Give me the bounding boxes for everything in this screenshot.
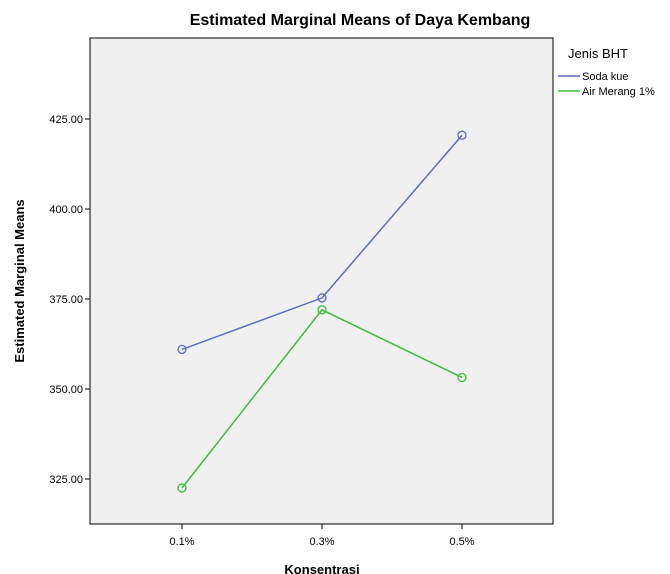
legend-label: Soda kue [582,71,628,83]
data-point [177,483,187,493]
data-point [457,130,467,140]
x-tick-label: 0.5% [449,536,474,548]
legend-title: Jenis BHT [568,46,628,61]
y-tick-label: 350.00 [49,384,83,396]
series-layer [177,130,467,493]
y-tick-label: 400.00 [49,204,83,216]
x-axis: 0.1% 0.3% 0.5% [169,524,475,548]
legend-label: Air Merang 1% [582,86,655,98]
legend: Jenis BHT Soda kue Air Merang 1% [558,46,655,98]
data-point [457,372,467,383]
y-tick-label: 425.00 [49,114,83,126]
x-tick-label: 0.3% [309,536,334,548]
y-tick-label: 325.00 [49,474,83,486]
chart-title: Estimated Marginal Means of Daya Kembang [190,12,531,29]
y-axis-label: Estimated Marginal Means [12,199,27,362]
data-point [317,293,327,303]
series-line-1 [181,134,463,351]
x-tick-label: 0.1% [169,536,194,548]
plot-area [89,37,554,525]
data-point [317,305,327,315]
data-point [177,344,187,355]
y-axis: 325.00 350.00 375.00 400.00 425.00 [49,114,90,486]
series-line-2 [181,308,463,489]
y-tick-label: 375.00 [49,294,83,306]
x-axis-label: Konsentrasi [284,562,359,574]
